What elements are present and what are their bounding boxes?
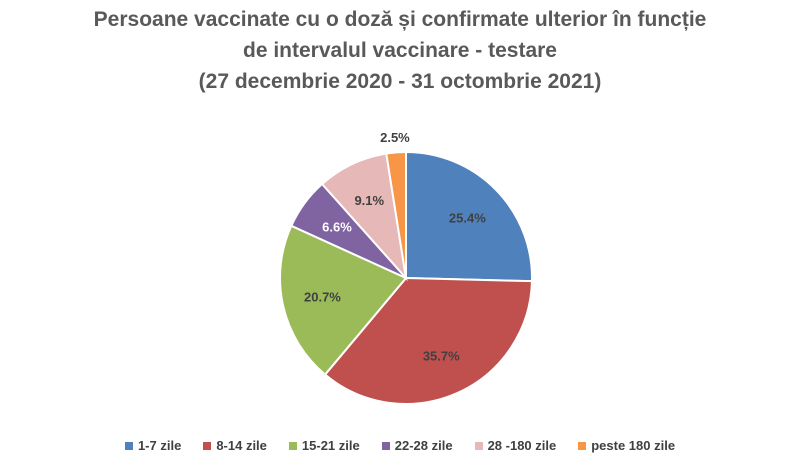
- slice-label-2: 35.7%: [423, 349, 460, 364]
- legend-item-6: peste 180 zile: [578, 438, 675, 453]
- chart-title: Persoane vaccinate cu o doză și confirma…: [0, 4, 800, 97]
- pie-slice-3: [279, 224, 408, 376]
- legend-swatch-5: [474, 441, 483, 450]
- legend-swatch-4: [381, 441, 390, 450]
- legend-swatch-2: [203, 441, 212, 450]
- legend-label-6: peste 180 zile: [591, 438, 676, 453]
- slice-label-4: 6.6%: [322, 220, 352, 235]
- chart-title-line-2: de intervalul vaccinare - testare: [243, 39, 557, 62]
- legend-label-1: 1-7 zile: [137, 438, 182, 453]
- legend-label-4: 22-28 zile: [394, 438, 453, 453]
- chart-legend: 1-7 zile 8-14 zile 15-21 zile 22-28 zile 28 …: [0, 438, 800, 453]
- slice-label-3: 20.7%: [304, 289, 341, 304]
- slice-label-1: 25.4%: [449, 211, 486, 226]
- legend-label-5: 28 -180 zile: [487, 438, 557, 453]
- legend-swatch-6: [578, 441, 587, 450]
- legend-label-2: 8-14 zile: [216, 438, 267, 453]
- legend-label-3: 15-21 zile: [301, 438, 360, 453]
- pie-slice-6: [385, 150, 407, 279]
- chart-title-line-1: Persoane vaccinate cu o doză și confirma…: [93, 8, 707, 31]
- legend-item-2: 8-14 zile: [203, 438, 267, 453]
- legend-item-1: 1-7 zile: [124, 438, 182, 453]
- pie-slice-2: [323, 276, 533, 405]
- legend-swatch-3: [288, 441, 297, 450]
- legend-item-3: 15-21 zile: [288, 438, 360, 453]
- legend-item-4: 22-28 zile: [381, 438, 453, 453]
- slice-label-5: 9.1%: [354, 193, 384, 208]
- chart-title-line-3: (27 decembrie 2020 - 31 octombrie 2021): [198, 70, 602, 93]
- slice-label-6: 2.5%: [380, 130, 410, 145]
- legend-item-5: 28 -180 zile: [474, 438, 557, 453]
- pie-slice-1: [405, 150, 533, 283]
- legend-swatch-1: [124, 441, 133, 450]
